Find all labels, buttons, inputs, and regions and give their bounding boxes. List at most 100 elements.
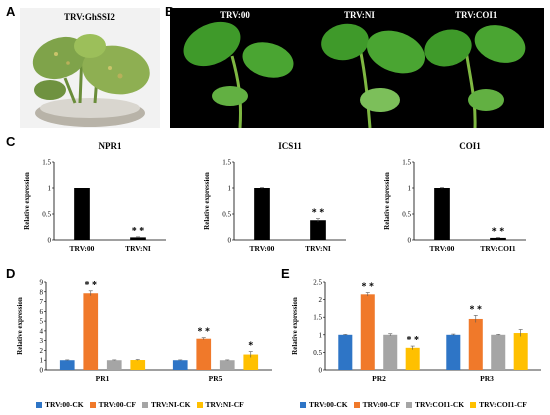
chart-coi1-svg: COI1 Relative expression 0 0.5 1 1.5 TRV:00 * *… <box>383 141 526 253</box>
photo-b-label-2: TRV:NI <box>344 10 375 20</box>
y-tick-label: 2 <box>40 347 44 355</box>
significance-star: * * <box>470 304 483 315</box>
y-tick-label: 4 <box>40 327 44 335</box>
bar <box>74 188 90 240</box>
legend-swatch <box>470 401 477 408</box>
y-tick-label: 9 <box>40 279 44 287</box>
chart-pr2pr3-svg: Relative expression 0 0.5 1 1.5 2 2.5 * * * * PR2… <box>291 279 541 383</box>
x-tick-label: PR5 <box>209 374 223 383</box>
panel-letter-d: D <box>6 266 16 281</box>
x-tick-label: PR1 <box>96 374 110 383</box>
chart-title: ICS11 <box>278 141 302 151</box>
legend-label: TRV:COI1-CF <box>479 400 527 409</box>
y-tick-label: 0.5 <box>222 211 231 219</box>
photo-a-label: TRV:GhSSI2 <box>64 12 115 22</box>
bar <box>243 354 259 370</box>
bar <box>513 333 528 370</box>
bar <box>130 360 146 370</box>
legend-swatch <box>300 401 306 408</box>
panel-letter-b: B <box>165 4 174 19</box>
legend-swatch <box>36 401 42 408</box>
y-tick-label: 0 <box>319 367 323 375</box>
y-tick-label: 0.5 <box>402 211 411 219</box>
significance-star: * * <box>312 208 325 219</box>
legend-swatch <box>406 401 413 408</box>
x-tick-label: TRV:00 <box>430 244 455 253</box>
chart-title: NPR1 <box>99 141 122 151</box>
legend-d-item-3: TRV:NI-CK <box>142 400 191 409</box>
y-tick-label: 0 <box>228 237 232 245</box>
bar <box>106 360 122 370</box>
chart-npr1-svg: NPR1 Relative expression 0 0.5 1 1.5 TRV:00 * *… <box>23 141 166 253</box>
chart-npr1: NPR1 Relative expression 0 0.5 1 1.5 TRV:00 * *… <box>20 140 170 258</box>
y-tick-label: 1 <box>48 185 52 193</box>
y-axis-label: Relative expression <box>16 297 24 355</box>
y-tick-label: 1.5 <box>42 159 51 167</box>
x-tick-label: PR2 <box>372 374 386 383</box>
photo-b-label-3: TRV:COI1 <box>455 10 498 20</box>
significance-star: * * <box>492 226 505 237</box>
y-tick-label: 1 <box>319 331 323 339</box>
photo-b-plants <box>170 8 544 128</box>
bar <box>360 294 375 370</box>
y-axis-label: Relative expression <box>291 297 299 355</box>
legend-label: TRV:00-CK <box>309 400 348 409</box>
legend-label: TRV:COI1-CK <box>415 400 465 409</box>
legend-e-item-1: TRV:00-CK <box>300 400 348 409</box>
x-tick-label: PR3 <box>480 374 494 383</box>
bar <box>491 334 506 370</box>
legend-label: TRV:NI-CK <box>151 400 191 409</box>
photo-b-label-1: TRV:00 <box>220 10 250 20</box>
legend-label: TRV:00-CK <box>45 400 84 409</box>
chart-pr2pr3: Relative expression 0 0.5 1 1.5 2 2.5 * * * * PR2… <box>285 268 545 393</box>
bar <box>383 334 398 370</box>
bar <box>219 360 235 370</box>
chart-ics11-svg: ICS11 Relative expression 0 0.5 1 1.5 TRV:00 * … <box>203 141 346 253</box>
legend-d-item-4: TRV:NI-CF <box>196 400 244 409</box>
y-tick-label: 8 <box>40 288 44 296</box>
chart-title: COI1 <box>459 141 481 151</box>
bar <box>490 237 506 240</box>
x-tick-label: TRV:NI <box>125 244 151 253</box>
y-tick-label: 1 <box>228 185 232 193</box>
legend-swatch <box>353 401 360 408</box>
y-tick-label: 1.5 <box>222 159 231 167</box>
legend-e-item-2: TRV:00-CF <box>353 400 401 409</box>
panel-letter-a: A <box>6 4 16 19</box>
x-tick-label: TRV:00 <box>250 244 275 253</box>
bar <box>338 334 353 370</box>
panel-letter-c: C <box>6 134 16 149</box>
bar <box>254 188 270 240</box>
y-tick-label: 1 <box>40 357 44 365</box>
legend-swatch <box>142 401 149 408</box>
y-tick-label: 7 <box>40 298 44 306</box>
photo-b: TRV:00 TRV:NI TRV:COI1 <box>170 8 544 128</box>
x-tick-label: TRV:NI <box>305 244 331 253</box>
photo-a: TRV:GhSSI2 <box>20 8 160 128</box>
chart-pr1pr5: Relative expression 0 1 2 3 4 5 6 7 8 9 * * PR1 * * * P… <box>10 268 275 393</box>
y-tick-label: 1.5 <box>402 159 411 167</box>
significance-star: * * <box>406 335 419 346</box>
y-tick-label: 3 <box>40 337 44 345</box>
legend-label: TRV:00-CF <box>98 400 137 409</box>
x-tick-label: TRV:00 <box>70 244 95 253</box>
legend-swatch <box>89 401 96 408</box>
bar <box>59 360 75 370</box>
legend-label: TRV:NI-CF <box>205 400 244 409</box>
legend-e: TRV:00-CK TRV:00-CF TRV:COI1-CK TRV:COI1… <box>300 400 527 409</box>
legend-d-item-1: TRV:00-CK <box>36 400 84 409</box>
legend-swatch <box>196 401 203 408</box>
bar <box>196 338 212 370</box>
y-tick-label: 1.5 <box>313 314 322 322</box>
y-tick-label: 2.5 <box>313 279 322 287</box>
y-tick-label: 0.5 <box>313 349 322 357</box>
legend-label: TRV:00-CF <box>362 400 401 409</box>
y-tick-label: 2 <box>319 296 323 304</box>
y-tick-label: 6 <box>40 308 44 316</box>
bar <box>83 293 99 370</box>
bar <box>434 188 450 240</box>
y-tick-label: 1 <box>408 185 412 193</box>
y-tick-label: 0.5 <box>42 211 51 219</box>
legend-e-item-3: TRV:COI1-CK <box>406 400 464 409</box>
